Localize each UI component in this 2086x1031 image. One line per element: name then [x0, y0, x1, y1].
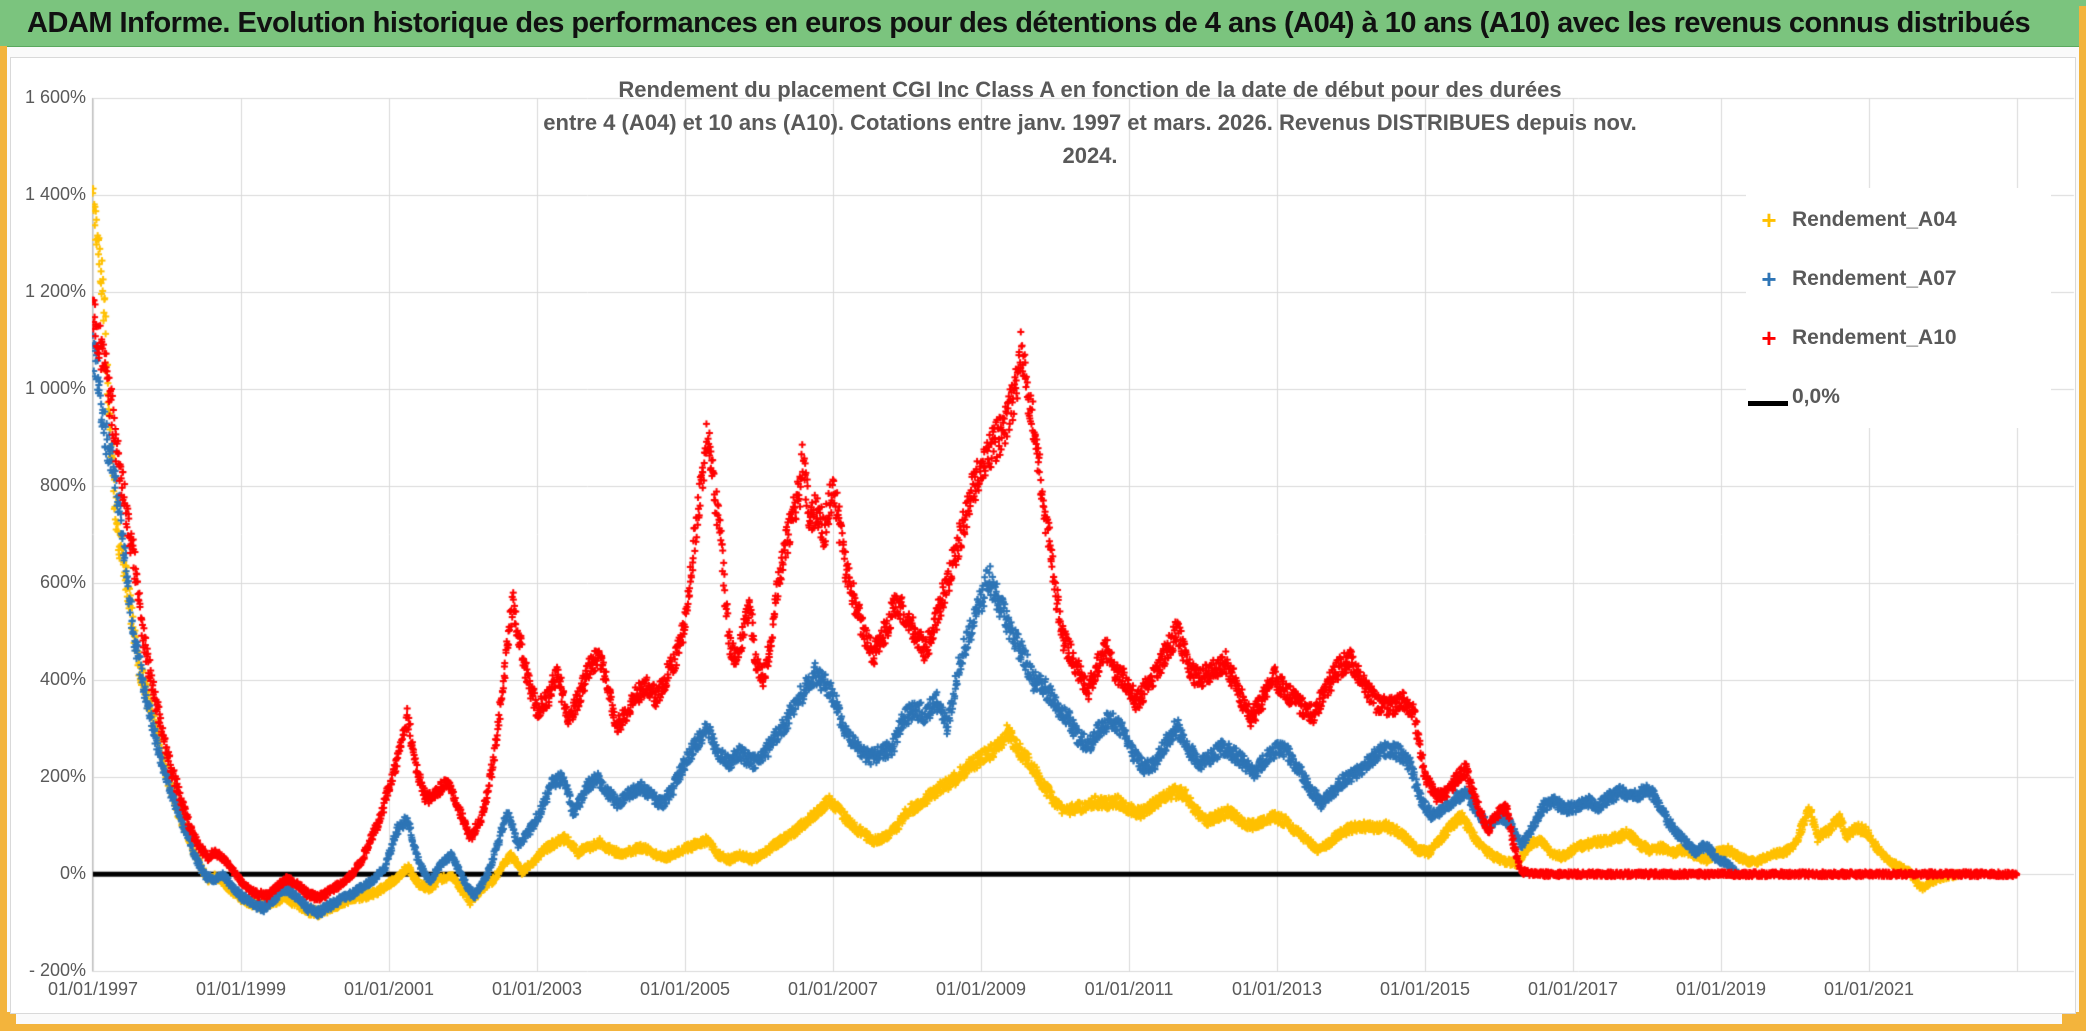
x-axis-tick-label: 01/01/1999: [195, 979, 287, 999]
x-axis-tick-label: 01/01/2015: [1379, 979, 1471, 999]
legend-item-label: 0,0%: [1792, 384, 1840, 408]
x-axis-tick-label: 01/01/1997: [47, 979, 139, 999]
x-axis-tick-label: 01/01/2011: [1084, 979, 1174, 999]
legend-item-zero-line[interactable]: 0,0%: [1746, 367, 2051, 426]
y-axis-tick-label: 1 600%: [24, 87, 86, 108]
chart-title-line1: Rendement du placement CGI Inc Class A e…: [618, 77, 1562, 102]
plus-marker-icon: +: [1761, 263, 1777, 294]
y-axis-tick-label: 400%: [39, 669, 86, 690]
y-axis-tick-label: 200%: [39, 766, 86, 787]
y-axis-tick-label: 800%: [39, 475, 86, 496]
x-axis-tick-label: 01/01/2009: [935, 979, 1027, 999]
gold-corner-bottom-right: [2062, 1012, 2086, 1031]
plus-marker-icon: +: [1761, 322, 1777, 353]
legend-item-label: Rendement_A04: [1792, 207, 1957, 231]
gold-border-bottom: [0, 1024, 2086, 1031]
legend-item-a10[interactable]: + Rendement_A10: [1746, 308, 2051, 367]
chart-title-line2: entre 4 (A04) et 10 ans (A10). Cotations…: [543, 110, 1637, 168]
y-axis-tick-label: 1 200%: [24, 281, 86, 302]
x-axis-tick-label: 01/01/2007: [787, 979, 879, 999]
gold-border-right: [2079, 6, 2086, 1031]
y-axis-tick-label: 1 400%: [24, 184, 86, 205]
gold-corner-bottom-left: [0, 1012, 16, 1031]
x-axis-tick-label: 01/01/2003: [491, 979, 583, 999]
x-axis-tick-label: 01/01/2019: [1675, 979, 1767, 999]
legend-item-a07[interactable]: + Rendement_A07: [1746, 249, 2051, 308]
zero-line-sample-icon: [1748, 400, 1788, 406]
y-axis-tick-label: 0%: [59, 863, 86, 884]
legend-item-a04[interactable]: + Rendement_A04: [1746, 190, 2051, 249]
y-axis-tick-label: 600%: [39, 572, 86, 593]
sheet-title-bar: ADAM Informe. Evolution historique des p…: [0, 0, 2086, 47]
chart-legend[interactable]: + Rendement_A04 + Rendement_A07 + Rendem…: [1746, 188, 2051, 428]
x-axis-tick-label: 01/01/2001: [343, 979, 435, 999]
x-axis-tick-label: 01/01/2005: [639, 979, 731, 999]
plus-marker-icon: +: [1761, 204, 1777, 235]
y-axis-tick-label: - 200%: [28, 960, 86, 981]
chart-title[interactable]: Rendement du placement CGI Inc Class A e…: [520, 73, 1660, 172]
x-axis-tick-label: 01/01/2017: [1527, 979, 1619, 999]
x-axis-tick-label: 01/01/2013: [1231, 979, 1323, 999]
legend-item-label: Rendement_A10: [1792, 325, 1957, 349]
x-axis-tick-label: 01/01/2021: [1823, 979, 1915, 999]
page-title: ADAM Informe. Evolution historique des p…: [27, 6, 2031, 39]
y-axis-tick-label: 1 000%: [24, 378, 86, 399]
legend-item-label: Rendement_A07: [1792, 266, 1957, 290]
